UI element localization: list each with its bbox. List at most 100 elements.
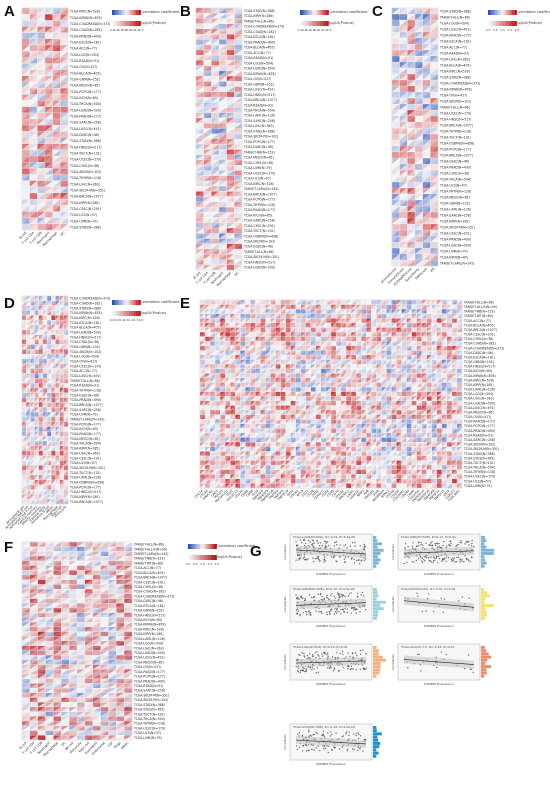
heatmap-cell-pval [392, 218, 400, 224]
heatmap-cell-pval [392, 14, 400, 20]
heatmap-cell-pval [60, 143, 68, 150]
heatmap-cell-corr [456, 350, 462, 356]
heatmap-cell-pval [45, 45, 53, 52]
heatmap-cell-pval [52, 119, 61, 126]
legend-swatch [316, 21, 320, 26]
heatmap-cell-corr [37, 149, 45, 156]
heatmap-cell-corr [285, 341, 291, 346]
heatmap-cell-pval [45, 199, 53, 206]
heatmap-cell-corr [275, 300, 281, 305]
heatmap-cell-pval [211, 39, 219, 45]
row-label: TCGA-UCEC(N=179) [69, 158, 101, 162]
heatmap-cell-pval [51, 402, 56, 408]
heatmap-cell-pval [399, 122, 408, 128]
heatmap-cell-pval [219, 159, 227, 166]
heatmap-cell-pval [211, 13, 219, 19]
heatmap-cell-pval [45, 149, 53, 156]
legend-swatch [512, 10, 515, 15]
heatmap-cell-pval [430, 236, 438, 242]
heatmap-cell-pval [415, 224, 423, 230]
heatmap-cell-pval [45, 88, 53, 95]
heatmap-cell-pval [22, 334, 27, 340]
heatmap-cell-corr [63, 397, 68, 403]
heatmap-cell-pval [456, 313, 462, 319]
heatmap-cell-pval [38, 349, 43, 355]
heatmap-cell-corr [371, 332, 377, 337]
heatmap-cell-pval [226, 76, 235, 82]
heatmap-cell-pval [219, 228, 227, 234]
row-label: TCGA-SARC(N=258) [439, 214, 471, 218]
heatmap-cell-pval [42, 334, 48, 340]
heatmap-cell-pval [52, 168, 61, 175]
heatmap-cell-corr [356, 350, 362, 356]
heatmap-cell-corr [381, 313, 387, 319]
heatmap-cell-pval [45, 205, 53, 212]
heatmap-cell-corr [415, 254, 423, 260]
heatmap-cell-corr [59, 300, 64, 306]
heatmap-cell-corr [210, 341, 216, 346]
heatmap-cell-corr [52, 137, 61, 144]
heatmap-cell-pval [320, 309, 326, 314]
heatmap-cell-corr [270, 322, 276, 328]
heatmap-cell-corr [203, 154, 212, 160]
heatmap-cell-corr [55, 320, 60, 326]
heatmap-cell-pval [407, 122, 415, 128]
heatmap-cell-corr [250, 355, 256, 360]
heatmap-cell-corr [260, 313, 266, 319]
row-label: TCGA-SARC(N=258) [69, 408, 101, 412]
heatmap-cell-pval [37, 106, 45, 113]
heatmap-cell-pval [210, 309, 216, 314]
heatmap-cell-corr [265, 355, 271, 360]
heatmap-cell-pval [270, 327, 276, 333]
heatmap-cell-pval [406, 322, 412, 328]
row-label: TCGA-BLCA(N=405) [69, 326, 101, 330]
heatmap-cell-pval [60, 168, 68, 175]
heatmap-cell-corr [386, 345, 392, 351]
heatmap-cell-pval [416, 341, 422, 346]
heatmap-cell-pval [401, 313, 407, 319]
heatmap-cell-corr [26, 484, 31, 490]
heatmap-cell-corr [220, 322, 226, 328]
heatmap-cell-pval [245, 300, 251, 305]
heatmap-cell-pval [407, 44, 415, 50]
heatmap-cell-corr [396, 350, 402, 356]
heatmap-cell-pval [290, 341, 296, 346]
legend-swatch [128, 21, 132, 26]
heatmap-cell-corr [34, 450, 39, 456]
heatmap-cell-corr [60, 82, 68, 89]
heatmap-cell-pval [47, 315, 52, 321]
heatmap-cell-corr [255, 313, 261, 319]
heatmap-cell-pval [407, 74, 415, 80]
heatmap-cell-pval [265, 345, 271, 351]
heatmap-cell-pval [42, 436, 48, 442]
heatmap-cell-pval [205, 341, 211, 346]
heatmap-cell-corr [55, 474, 60, 480]
heatmap-cell-corr [219, 65, 227, 71]
heatmap-cell-pval [371, 332, 377, 337]
heatmap-cell-corr [280, 350, 286, 356]
heatmap-cell-corr [245, 332, 251, 337]
heatmap-cell-pval [42, 460, 48, 466]
heatmap-cell-pval [38, 416, 43, 422]
heatmap-cell-pval [34, 392, 39, 398]
heatmap-cell-pval [392, 122, 400, 128]
heatmap-cell-corr [63, 392, 68, 398]
heatmap-cell-pval [45, 223, 53, 230]
heatmap-cell-pval [234, 154, 242, 160]
heatmap-cell-pval [351, 327, 357, 333]
heatmap-cell-pval [60, 8, 68, 15]
heatmap-cell-corr [407, 248, 415, 254]
heatmap-cell-corr [196, 254, 204, 260]
heatmap-cell-pval [430, 146, 438, 152]
heatmap-cell-corr [22, 387, 27, 393]
heatmap-cell-pval [200, 341, 206, 346]
heatmap-cell-pval [430, 158, 438, 164]
heatmap-cell-pval [60, 94, 68, 101]
heatmap-cell-pval [430, 86, 438, 92]
heatmap-cell-pval [59, 436, 64, 442]
heatmap-cell-pval [415, 20, 423, 26]
heatmap-cell-pval [200, 318, 206, 323]
heatmap-cell-corr [60, 137, 68, 144]
heatmap-cell-pval [38, 363, 43, 369]
heatmap-cell-corr [22, 32, 30, 39]
